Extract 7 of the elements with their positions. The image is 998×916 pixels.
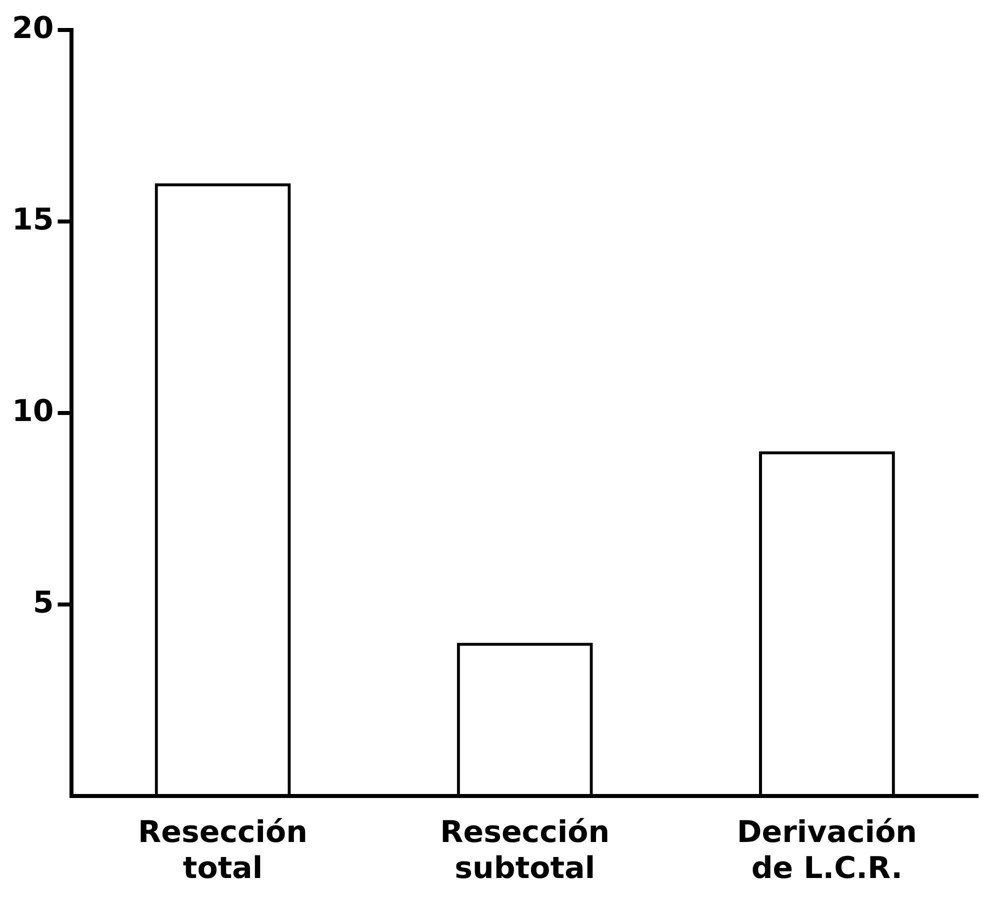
- x-tick-label: Resección total: [138, 814, 308, 886]
- x-tick-label: Resección subtotal: [440, 814, 610, 886]
- x-tick-label: Derivación de L.C.R.: [736, 814, 918, 886]
- y-tick-label: 15: [12, 202, 54, 238]
- y-tick-label: 20: [12, 10, 54, 46]
- y-tick-label: 10: [12, 394, 54, 429]
- y-tick-label: 5: [32, 585, 54, 620]
